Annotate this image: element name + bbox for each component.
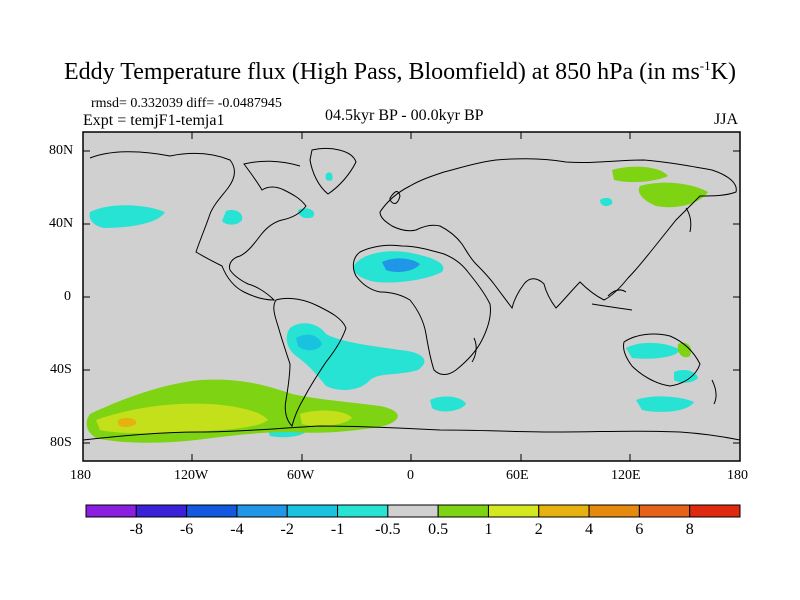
colorbar-label: -8 xyxy=(129,521,143,538)
rmsd-diff-stats: rmsd= 0.332039 diff= -0.0487945 xyxy=(91,96,282,111)
coast-indonesia xyxy=(591,289,633,311)
anomaly-south-pacific xyxy=(430,396,466,412)
negative-anomaly-patches xyxy=(89,172,698,438)
colorbar-swatch xyxy=(135,504,188,518)
colorbar-label: -4 xyxy=(230,521,244,538)
lon-label-180w: 180 xyxy=(70,468,91,483)
colorbar-swatch xyxy=(588,504,640,518)
colorbar-swatch xyxy=(437,504,489,518)
anomaly-sahara-core xyxy=(382,258,420,272)
coast-africa xyxy=(352,244,491,375)
coast-uk xyxy=(389,191,401,204)
experiment-label: Expt = temjF1-temja1 xyxy=(83,112,225,129)
season-label: JJA xyxy=(714,111,739,128)
lat-label-80n: 80N xyxy=(49,143,74,158)
anomaly-arctic xyxy=(325,172,333,181)
colorbar-label: -2 xyxy=(280,521,294,538)
positive-anomaly-patches xyxy=(86,166,708,443)
anomaly-siberia xyxy=(612,166,668,183)
lat-label-40s: 40S xyxy=(50,362,72,377)
colorbar xyxy=(85,504,741,518)
anomaly-south-america xyxy=(286,323,425,390)
lon-label-60w: 60W xyxy=(287,468,315,483)
period-label: 04.5kyr BP - 00.0kyr BP xyxy=(325,107,484,124)
anomaly-tasman xyxy=(674,370,698,383)
lon-label-0: 0 xyxy=(407,468,414,483)
colorbar-label: 4 xyxy=(585,521,594,538)
colorbar-swatch xyxy=(638,504,691,518)
anomaly-australia xyxy=(626,342,680,359)
colorbar-swatch xyxy=(186,504,238,518)
coast-madagascar xyxy=(471,337,477,363)
lon-label-120e: 120E xyxy=(611,468,641,483)
anomaly-southern-ocean-core xyxy=(118,417,137,427)
coast-europe-asia xyxy=(379,158,737,310)
coast-south-america xyxy=(273,297,347,427)
colorbar-label: -1 xyxy=(330,521,345,538)
colorbar-label: 1 xyxy=(484,521,493,538)
anomaly-south-indian xyxy=(636,396,694,412)
anomaly-kamchatka xyxy=(638,182,708,208)
colorbar-swatch xyxy=(689,504,741,518)
coastlines xyxy=(82,148,741,441)
anomaly-north-atlantic xyxy=(222,210,243,225)
coast-antarctica xyxy=(82,425,741,441)
anomaly-southern-ocean-mid xyxy=(96,403,268,434)
coast-new-zealand xyxy=(711,379,717,405)
colorbar-swatch xyxy=(286,504,339,518)
lon-label-180e: 180 xyxy=(727,468,748,483)
colorbar-label: -0.5 xyxy=(375,521,401,538)
anomaly-east-asia xyxy=(600,197,613,207)
colorbar-label: 8 xyxy=(685,521,694,538)
colorbar-swatch xyxy=(236,504,288,518)
anomaly-australia-pos xyxy=(677,342,692,358)
colorbar-label: -6 xyxy=(179,521,194,538)
anomaly-southern-ocean-east xyxy=(300,410,352,426)
coast-greenland xyxy=(309,148,357,195)
coast-australia xyxy=(623,333,701,387)
colorbar-swatch xyxy=(538,504,590,518)
lon-label-120w: 120W xyxy=(174,468,209,483)
colorbar-swatch xyxy=(387,504,439,518)
plot-title: Eddy Temperature flux (High Pass, Bloomf… xyxy=(64,58,736,85)
colorbar-label: 2 xyxy=(534,521,543,538)
lat-label-80s: 80S xyxy=(50,435,72,450)
lat-label-40n: 40N xyxy=(49,216,74,231)
anomaly-nw-atlantic xyxy=(89,205,165,228)
coast-north-america xyxy=(89,151,307,301)
colorbar-swatch xyxy=(337,504,389,518)
colorbar-label: 0.5 xyxy=(428,521,449,538)
lon-label-60e: 60E xyxy=(506,468,529,483)
colorbar-label: 6 xyxy=(635,521,644,538)
coast-japan xyxy=(685,207,692,233)
colorbar-swatch xyxy=(487,504,540,518)
lat-label-0: 0 xyxy=(64,289,71,304)
anomaly-south-america-core xyxy=(296,334,322,351)
colorbar-swatch xyxy=(85,504,137,518)
ticks xyxy=(83,132,740,461)
